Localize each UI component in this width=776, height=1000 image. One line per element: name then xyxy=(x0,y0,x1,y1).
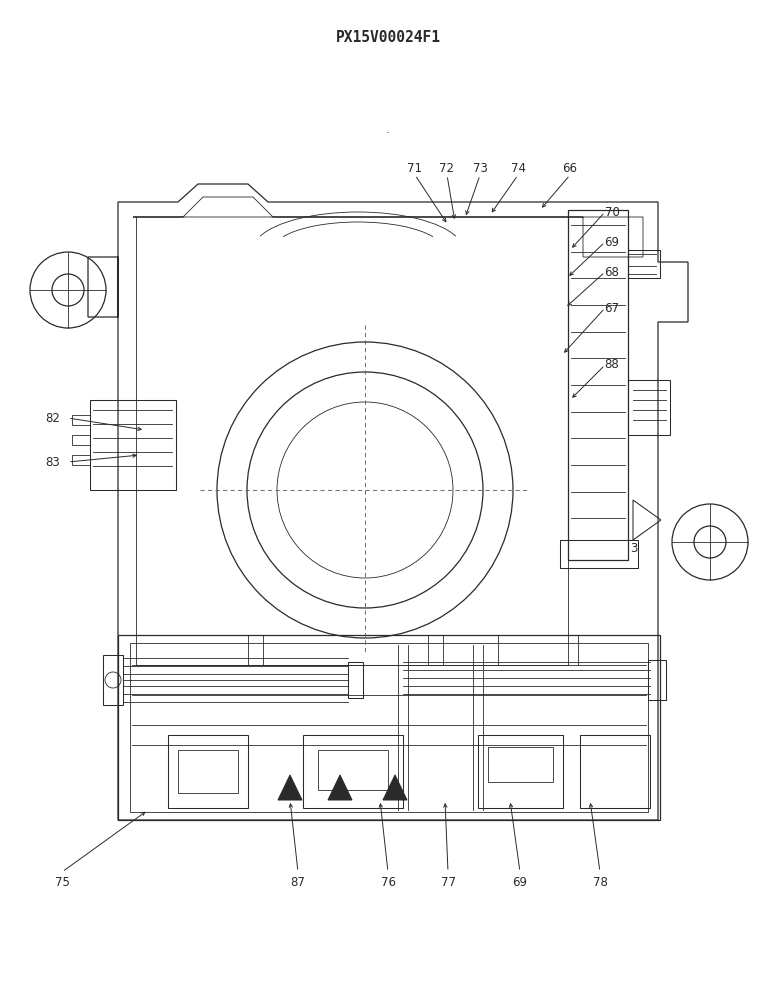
Text: 72: 72 xyxy=(439,161,455,174)
Text: 70: 70 xyxy=(605,206,619,219)
Bar xyxy=(103,655,123,705)
Bar xyxy=(303,735,403,808)
Bar xyxy=(318,750,388,790)
Text: 75: 75 xyxy=(54,876,69,888)
Polygon shape xyxy=(383,775,407,800)
Bar xyxy=(72,435,90,445)
Bar xyxy=(478,735,563,808)
Text: 83: 83 xyxy=(46,456,61,468)
Text: .: . xyxy=(386,125,390,135)
Text: 73: 73 xyxy=(473,161,487,174)
Bar xyxy=(580,735,650,808)
Bar xyxy=(648,660,666,700)
Text: 67: 67 xyxy=(605,302,619,314)
Text: PX15V00024F1: PX15V00024F1 xyxy=(335,30,441,45)
Bar xyxy=(178,750,238,793)
Bar xyxy=(488,747,553,782)
Bar xyxy=(560,540,638,568)
Text: 74: 74 xyxy=(511,161,525,174)
Text: 71: 71 xyxy=(407,161,422,174)
Bar xyxy=(72,455,90,465)
Bar xyxy=(90,400,176,490)
Polygon shape xyxy=(328,775,352,800)
Bar xyxy=(348,662,363,698)
Polygon shape xyxy=(278,775,302,800)
Bar xyxy=(628,380,670,435)
Text: 66: 66 xyxy=(563,161,577,174)
Bar xyxy=(568,210,628,560)
Bar xyxy=(628,250,660,278)
Text: 76: 76 xyxy=(380,876,396,888)
Bar xyxy=(168,735,248,808)
Text: 3: 3 xyxy=(630,542,638,554)
Text: 68: 68 xyxy=(605,265,619,278)
Bar xyxy=(72,415,90,425)
Text: 87: 87 xyxy=(290,876,306,888)
Text: 88: 88 xyxy=(605,359,619,371)
Text: 77: 77 xyxy=(441,876,456,888)
Text: 82: 82 xyxy=(46,412,61,424)
Text: 78: 78 xyxy=(593,876,608,888)
Text: 69: 69 xyxy=(512,876,528,888)
Text: 69: 69 xyxy=(605,235,619,248)
Bar xyxy=(130,643,648,812)
Bar xyxy=(118,635,660,820)
